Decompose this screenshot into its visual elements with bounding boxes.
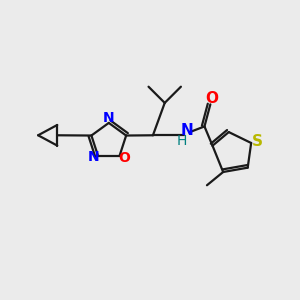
Text: N: N <box>88 150 99 164</box>
Text: S: S <box>252 134 263 149</box>
Text: O: O <box>118 151 130 165</box>
Text: O: O <box>205 91 218 106</box>
Text: N: N <box>103 111 115 124</box>
Text: N: N <box>181 123 194 138</box>
Text: H: H <box>176 134 187 148</box>
